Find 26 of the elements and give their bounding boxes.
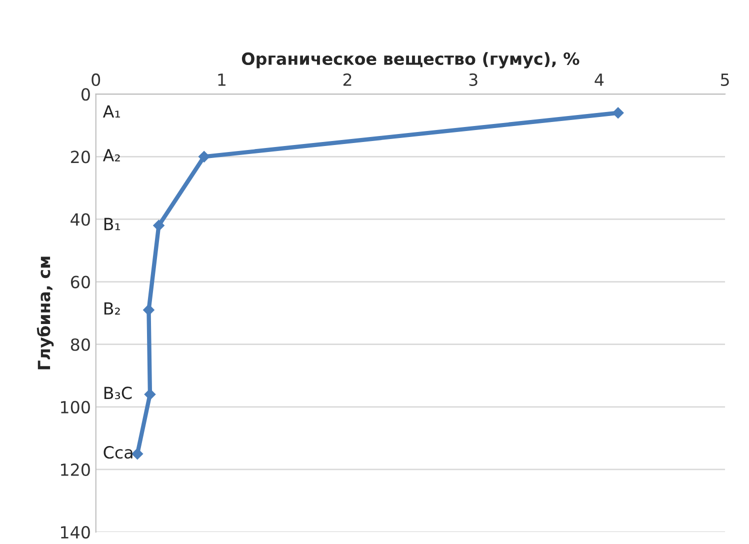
y-tick-label: 20: [71, 150, 90, 164]
x-tick-label: 2: [343, 73, 352, 86]
y-tick-label: 100: [61, 400, 90, 414]
y-tick-label: 0: [82, 88, 90, 101]
x-tick-label: 4: [594, 74, 604, 86]
x-tick-label: 5: [721, 74, 729, 86]
x-tick-label: 3: [469, 73, 478, 86]
x-tick-label: 1: [218, 74, 226, 86]
point: [132, 448, 143, 460]
point: [198, 151, 210, 162]
x-tick-label: 0: [92, 73, 100, 86]
y-axis-title: Глубина, см: [36, 256, 54, 370]
annotation: B₁: [104, 218, 120, 230]
x-axis-title: Органическое вещество (гумус), %: [242, 52, 580, 68]
annotation: A₁: [102, 105, 120, 118]
y-tick-label: 60: [70, 276, 90, 288]
annotation: A₂: [102, 149, 120, 162]
annotation: B₃C: [104, 386, 132, 400]
y-tick-label: 40: [70, 213, 90, 226]
annotation: B₂: [104, 302, 120, 315]
y-tick-label: 140: [61, 526, 90, 539]
y-tick-label: 80: [70, 338, 90, 351]
y-tick-label: 120: [61, 463, 90, 476]
annotation: Cca: [104, 446, 132, 459]
point: [153, 220, 164, 232]
point: [612, 107, 624, 118]
